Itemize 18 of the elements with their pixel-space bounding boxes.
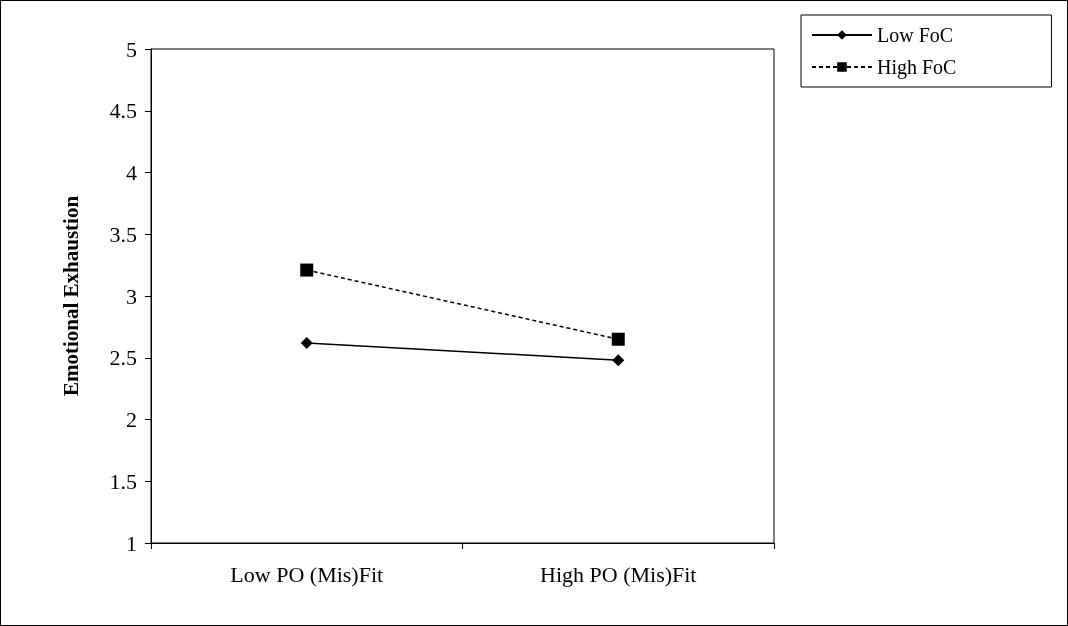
y-tick-label: 1 bbox=[126, 530, 137, 556]
y-tick-label: 4.5 bbox=[109, 98, 137, 124]
y-tick-label: 3.5 bbox=[109, 221, 137, 247]
y-tick-label: 4 bbox=[126, 160, 137, 185]
y-tick-label: 3 bbox=[126, 283, 137, 309]
y-axis-title: Emotional Exhaustion bbox=[58, 195, 83, 397]
point bbox=[300, 336, 313, 349]
point bbox=[300, 263, 314, 277]
y-tick-label: 5 bbox=[126, 36, 137, 62]
x-tick-label: Low PO (Mis)Fit bbox=[230, 561, 384, 587]
point bbox=[611, 332, 625, 346]
legend-label: High FoC bbox=[877, 56, 957, 79]
x-tick-label: High PO (Mis)Fit bbox=[540, 561, 697, 587]
point bbox=[612, 354, 625, 367]
y-tick-label: 2 bbox=[126, 407, 137, 432]
y-tick-label: 1.5 bbox=[109, 468, 137, 494]
y-tick-label: 2.5 bbox=[109, 345, 137, 371]
legend-label: Low FoC bbox=[877, 24, 954, 46]
